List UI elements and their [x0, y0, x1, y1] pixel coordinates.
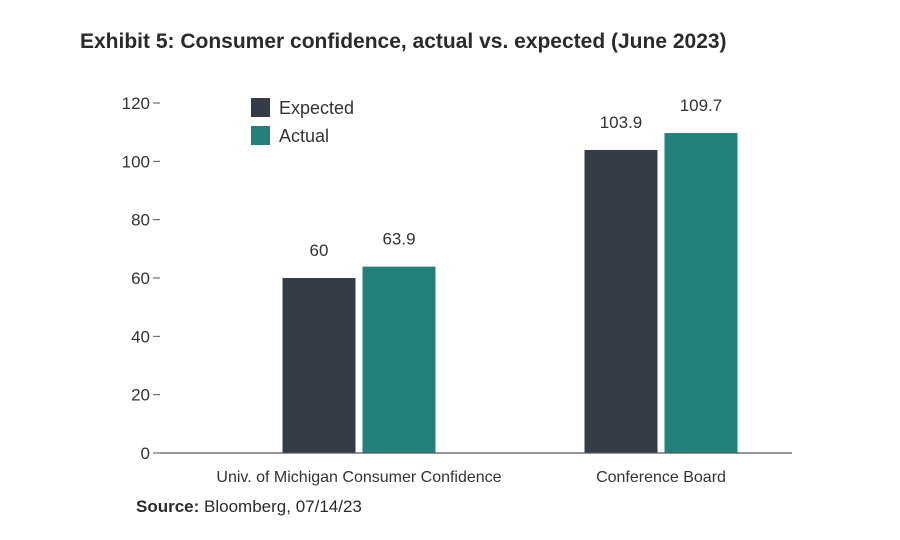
source-note: Source: Bloomberg, 07/14/23 — [136, 497, 362, 517]
data-label: 103.9 — [600, 113, 643, 132]
category-label: Univ. of Michigan Consumer Confidence — [216, 469, 501, 486]
data-label: 60 — [310, 241, 329, 260]
source-text: Bloomberg, 07/14/23 — [204, 497, 362, 516]
bar-actual — [362, 266, 436, 453]
y-axis: 0 20 40 60 80 100 120 — [122, 94, 160, 463]
x-axis: Univ. of Michigan Consumer Confidence Con… — [160, 452, 792, 486]
source-label: Source: — [136, 497, 200, 516]
legend-label-actual: Actual — [279, 126, 329, 146]
y-tick-label: 100 — [122, 152, 150, 171]
bar-actual — [664, 133, 738, 453]
legend-swatch-expected — [251, 98, 270, 117]
y-tick-label: 80 — [131, 211, 150, 230]
legend: Expected Actual — [251, 98, 354, 146]
bars: 60 63.9 103.9 109.7 — [282, 96, 738, 454]
data-label: 63.9 — [382, 230, 415, 249]
data-label: 109.7 — [680, 96, 723, 115]
y-tick-label: 120 — [122, 94, 150, 113]
bar-expected — [282, 278, 356, 453]
y-tick-label: 40 — [131, 327, 150, 346]
legend-label-expected: Expected — [279, 98, 354, 118]
bar-expected — [584, 149, 658, 454]
y-tick-label: 20 — [131, 386, 150, 405]
y-tick-label: 60 — [131, 269, 150, 288]
y-tick-label: 0 — [141, 444, 150, 463]
category-label: Conference Board — [596, 469, 726, 486]
legend-swatch-actual — [251, 126, 270, 145]
chart-title: Exhibit 5: Consumer confidence, actual v… — [80, 30, 727, 53]
